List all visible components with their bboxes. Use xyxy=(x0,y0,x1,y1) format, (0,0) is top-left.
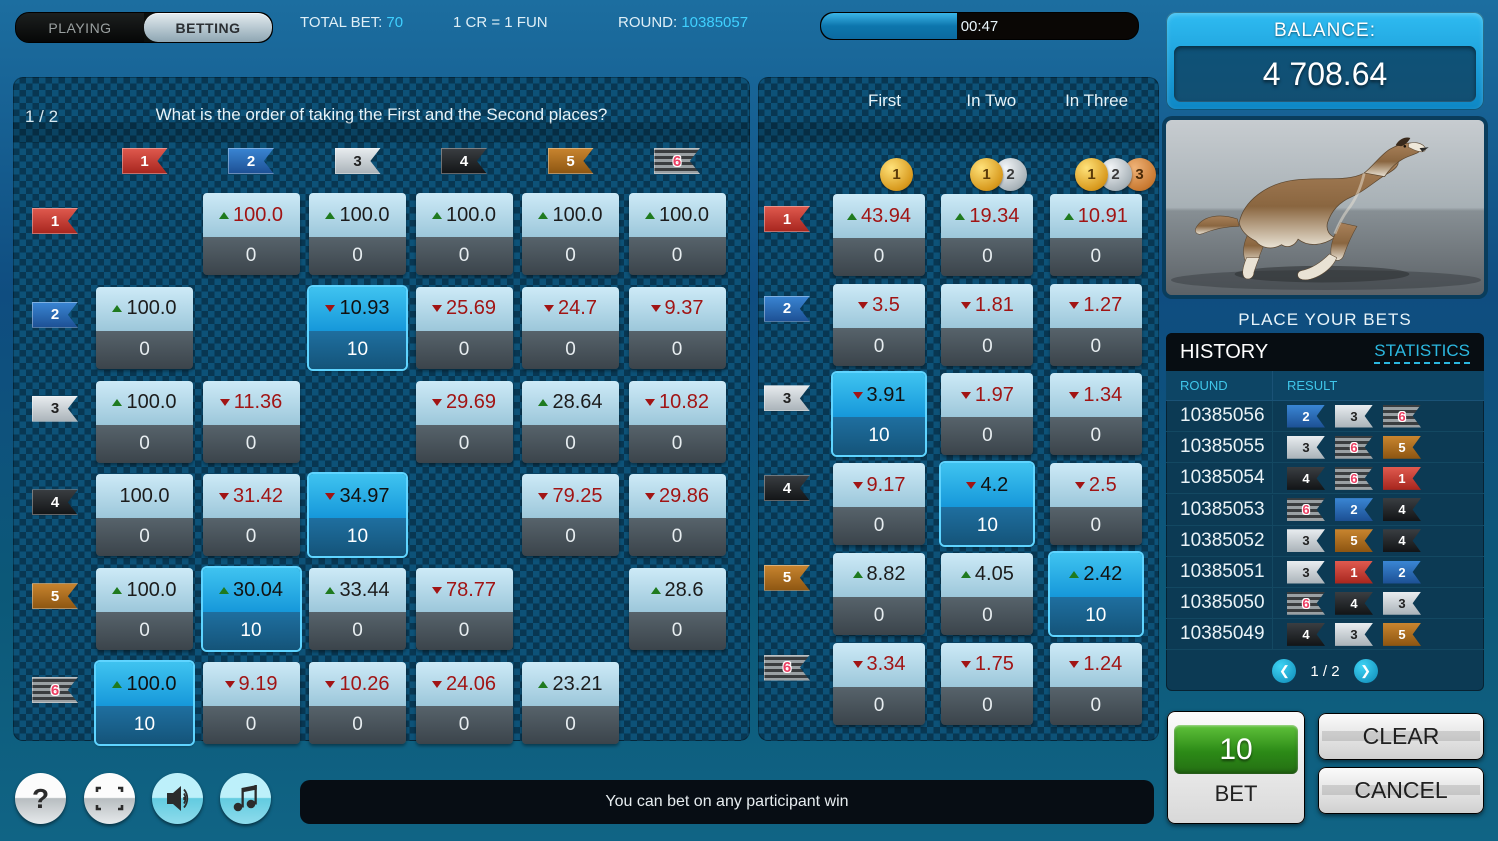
svg-text:?: ? xyxy=(32,783,49,814)
